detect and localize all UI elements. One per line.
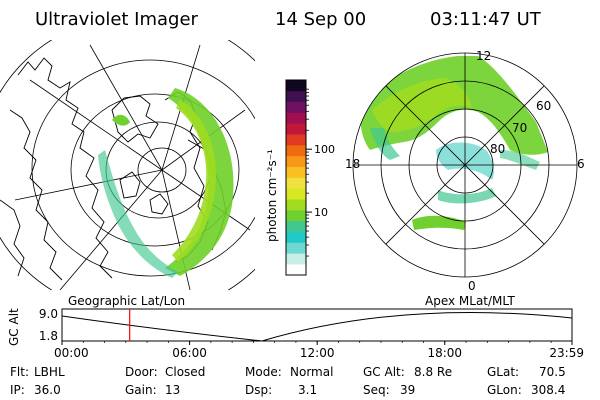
mlat-label-70: 70 <box>512 121 527 135</box>
colorbar-swatch <box>286 155 306 167</box>
apex-aurora <box>360 56 548 230</box>
glat-label: GLat: <box>487 365 519 379</box>
gcalt-label: GC Alt: <box>363 365 405 379</box>
colorbar-swatch <box>286 80 306 92</box>
colorbar-tick-label: 10 <box>314 206 328 219</box>
observation-time: 03:11:47 UT <box>430 9 542 30</box>
apex-panel: 12 18 6 0 60 70 80 Apex MLat/MLT <box>345 49 585 308</box>
colorbar: 10 100 photon cm⁻²s⁻¹ <box>265 79 335 276</box>
glon-label: GLon: <box>487 383 522 397</box>
seq-label: Seq: <box>363 383 390 397</box>
colorbar-swatch <box>286 210 306 222</box>
timeline-xtick-label: 00:00 <box>54 346 89 360</box>
colorbar-swatch <box>286 220 306 232</box>
mlat-label-60: 60 <box>536 99 551 113</box>
colorbar-swatch <box>286 188 306 200</box>
colorbar-swatches <box>286 80 306 276</box>
mode-value: Normal <box>290 365 333 379</box>
geo-aurora <box>98 88 234 278</box>
mode-label: Mode: <box>245 365 282 379</box>
mlt-label-dusk: 18 <box>345 157 360 171</box>
colorbar-swatch <box>286 264 306 276</box>
mlat-label-80: 80 <box>490 142 505 156</box>
seq-value: 39 <box>400 383 415 397</box>
colorbar-swatch <box>286 166 306 178</box>
app-title: Ultraviolet Imager <box>35 9 199 30</box>
glat-value: 70.5 <box>539 365 566 379</box>
ip-label: IP: <box>10 383 25 397</box>
colorbar-tick-label: 100 <box>314 143 335 156</box>
status-footer: Flt: LBHL Door: Closed Mode: Normal GC A… <box>10 365 566 397</box>
timeline-ylabel: GC Alt <box>7 308 21 346</box>
observation-date: 14 Sep 00 <box>275 9 366 30</box>
colorbar-swatch <box>286 231 306 243</box>
timeline-frame <box>61 308 573 342</box>
mlt-label-dawn: 6 <box>577 157 585 171</box>
apex-grid-labels: 12 18 6 0 60 70 80 <box>345 49 585 293</box>
timeline-xtick-label: 12:00 <box>300 346 335 360</box>
colorbar-swatch <box>286 145 306 157</box>
flt-value: LBHL <box>34 365 65 379</box>
colorbar-ticks: 10 100 <box>306 88 335 257</box>
timeline-ytick-top: 9.0 <box>39 307 58 321</box>
flt-label: Flt: <box>10 365 29 379</box>
altitude-timeline: GC Alt 9.0 1.8 00:00 06:00 12:00 18:00 23:59 <box>7 307 584 360</box>
glon-value: 308.4 <box>531 383 565 397</box>
colorbar-swatch <box>286 177 306 189</box>
colorbar-swatch <box>286 199 306 211</box>
mlt-label-noon: 12 <box>476 49 491 63</box>
mlt-label-midnight: 0 <box>468 279 476 293</box>
gain-label: Gain: <box>125 383 157 397</box>
door-label: Door: <box>125 365 158 379</box>
ip-value: 36.0 <box>34 383 61 397</box>
door-value: Closed <box>165 365 205 379</box>
colorbar-unit-label: photon cm⁻²s⁻¹ <box>265 149 279 242</box>
timeline-ytick-bottom: 1.8 <box>39 329 58 343</box>
geo-panel-caption: Geographic Lat/Lon <box>68 294 185 308</box>
colorbar-swatch <box>286 112 306 124</box>
colorbar-swatch <box>286 253 306 265</box>
gain-value: 13 <box>165 383 180 397</box>
geo-grid <box>0 40 255 290</box>
colorbar-swatch <box>286 242 306 254</box>
dsp-label: Dsp: <box>245 383 272 397</box>
colorbar-swatch <box>286 101 306 113</box>
dsp-value: 3.1 <box>298 383 317 397</box>
colorbar-swatch <box>286 90 306 102</box>
geographic-panel: Geographic Lat/Lon <box>0 40 255 308</box>
colorbar-swatch <box>286 123 306 135</box>
timeline-xtick-label: 06:00 <box>172 346 207 360</box>
apex-grid <box>352 52 578 278</box>
timeline-xtick-label: 18:00 <box>427 346 462 360</box>
timeline-xticks: 00:00 06:00 12:00 18:00 23:59 <box>54 341 584 360</box>
gcalt-value: 8.8 Re <box>414 365 452 379</box>
timeline-xtick-label: 23:59 <box>549 346 584 360</box>
colorbar-swatch <box>286 134 306 146</box>
apex-panel-caption: Apex MLat/MLT <box>425 294 515 308</box>
colorbar-frame <box>285 79 307 276</box>
